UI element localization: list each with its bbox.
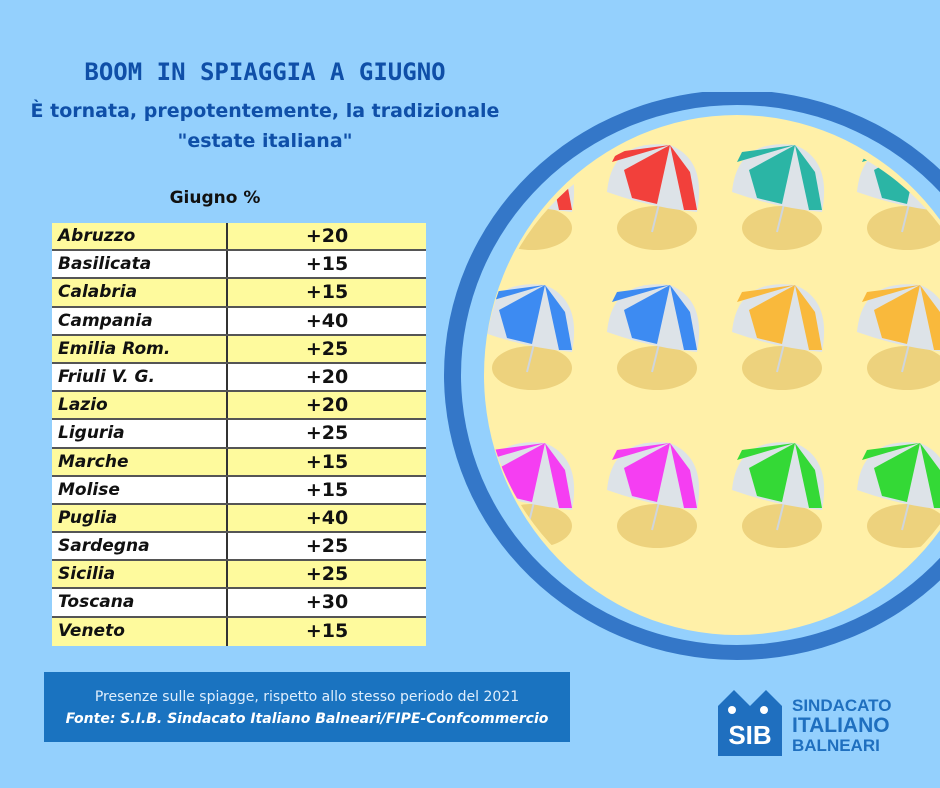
table-row: Toscana +30 [52, 589, 426, 618]
region-cell: Lazio [52, 392, 228, 419]
region-cell: Molise [52, 476, 228, 503]
region-cell: Campania [52, 307, 228, 334]
value-cell: +15 [305, 281, 349, 304]
table-heading: Giugno % [169, 188, 261, 208]
value-cell: +15 [305, 450, 349, 473]
value-cell: +15 [305, 478, 349, 501]
region-cell: Puglia [52, 504, 228, 532]
sib-house-logo-icon: SIB [718, 690, 782, 756]
region-cell: Toscana [52, 589, 228, 616]
beach-umbrellas-icon [444, 90, 940, 660]
subtitle-line-1: È tornata, prepotentemente, la tradizion… [30, 100, 500, 122]
table-row: Puglia +40 [52, 504, 426, 534]
region-cell: Sicilia [52, 561, 228, 588]
table-row: Abruzzo +20 [52, 223, 426, 252]
regions-table: Abruzzo +20 Basilicata +15 Calabria +15 Campan… [52, 223, 426, 646]
logo-line-2: ITALIANO [792, 714, 890, 737]
value-cell: +40 [305, 506, 349, 529]
table-row: Marche +15 [52, 448, 426, 477]
footer-note: Presenze sulle spiagge, rispetto allo st… [94, 689, 520, 705]
value-cell: +15 [305, 619, 349, 642]
table-row: Lazio +20 [52, 392, 426, 421]
table-row: Molise +15 [52, 476, 426, 505]
value-cell: +25 [305, 535, 349, 558]
value-cell: +15 [305, 253, 349, 276]
value-cell: +30 [305, 591, 349, 614]
sib-logo-text: SINDACATO ITALIANO BALNEARI [792, 696, 892, 755]
logo-line-1: SINDACATO [792, 696, 892, 715]
region-cell: Friuli V. G. [52, 363, 228, 391]
subtitle-line-2: "estate italiana" [177, 130, 353, 152]
region-cell: Liguria [52, 420, 228, 447]
value-cell: +20 [305, 394, 349, 417]
value-cell: +25 [305, 337, 349, 360]
value-cell: +20 [305, 365, 349, 388]
table-row: Campania +40 [52, 307, 426, 336]
value-cell: +20 [305, 225, 349, 247]
sib-logo: SIB [718, 688, 782, 760]
logo-line-3: BALNEARI [792, 736, 880, 755]
table-row: Liguria +25 [52, 420, 426, 449]
region-cell: Marche [52, 448, 228, 475]
page-title: BOOM IN SPIAGGIA A GIUGNO [84, 58, 446, 86]
table-row: Veneto +15 [52, 617, 426, 646]
table-row: Basilicata +15 [52, 251, 426, 280]
table-row: Friuli V. G. +20 [52, 363, 426, 393]
value-cell: +25 [305, 422, 349, 445]
table-row: Calabria +15 [52, 279, 426, 308]
region-cell: Basilicata [52, 251, 228, 278]
value-cell: +25 [305, 563, 349, 586]
footer-source: Fonte: S.I.B. Sindacato Italiano Balnear… [65, 711, 549, 727]
page-subtitle: È tornata, prepotentemente, la tradizion… [0, 96, 530, 156]
table-row: Sicilia +25 [52, 561, 426, 590]
svg-text:SIB: SIB [728, 720, 771, 750]
region-cell: Abruzzo [52, 223, 228, 250]
beach-illustration [443, 90, 940, 662]
region-cell: Sardegna [52, 533, 228, 560]
region-cell: Emilia Rom. [52, 335, 228, 362]
region-cell: Calabria [52, 279, 228, 306]
region-cell: Veneto [52, 617, 228, 646]
value-cell: +40 [305, 309, 349, 332]
table-row: Emilia Rom. +25 [52, 335, 426, 364]
table-row: Sardegna +25 [52, 533, 426, 562]
footer-source-box: Presenze sulle spiagge, rispetto allo st… [44, 672, 570, 742]
